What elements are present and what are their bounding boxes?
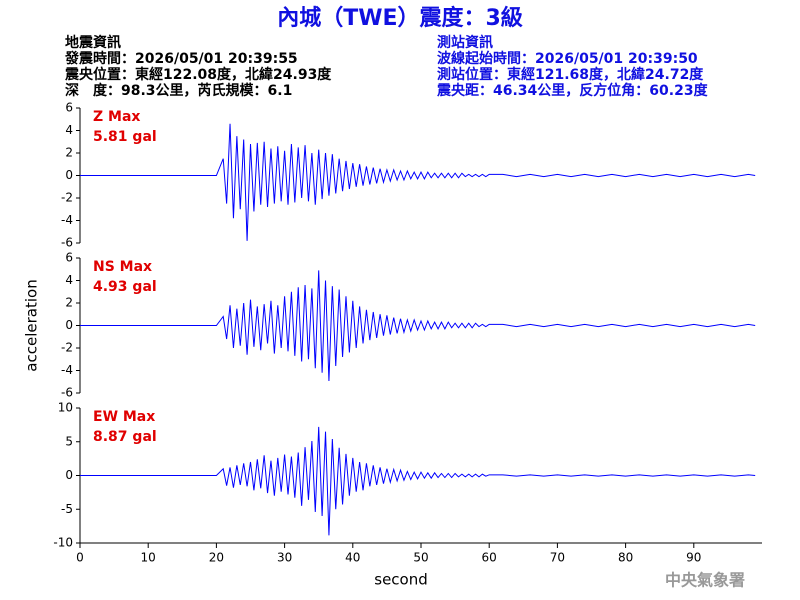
info-line: 震央距：46.34公里，反方位角：60.23度 bbox=[436, 82, 709, 99]
x-tick-label: 0 bbox=[76, 551, 84, 565]
y-tick-label: 4 bbox=[65, 273, 73, 287]
annotation: 4.93 gal bbox=[93, 279, 157, 295]
x-tick-label: 90 bbox=[686, 551, 701, 565]
y-tick-label: 10 bbox=[58, 401, 73, 415]
station-info: 測站資訊 波線起始時間：2026/05/01 20:39:50 測站位置：東經1… bbox=[436, 34, 709, 99]
y-tick-label: -2 bbox=[61, 191, 73, 205]
x-axis-label: second bbox=[374, 571, 428, 589]
footer: 中央氣象署 bbox=[665, 571, 745, 590]
y-tick-label: 0 bbox=[65, 168, 73, 182]
y-tick-label: 6 bbox=[65, 101, 73, 115]
x-tick-label: 30 bbox=[277, 551, 292, 565]
info-line: 震央位置：東經122.08度，北緯24.93度 bbox=[64, 66, 332, 83]
annotation: NS Max bbox=[93, 259, 152, 275]
x-tick-label: 60 bbox=[482, 551, 497, 565]
event-info: 地震資訊 發震時間：2026/05/01 20:39:55 震央位置：東經122… bbox=[64, 34, 332, 99]
y-tick-label: -6 bbox=[61, 236, 73, 250]
x-tick-label: 10 bbox=[141, 551, 156, 565]
y-tick-label: 2 bbox=[65, 296, 73, 310]
annotation: 5.81 gal bbox=[93, 129, 157, 145]
y-tick-label: 4 bbox=[65, 123, 73, 137]
y-tick-label: 0 bbox=[65, 468, 73, 482]
info-line: 深 度：98.3公里，芮氏規模：6.1 bbox=[65, 82, 292, 99]
annotation: 8.87 gal bbox=[93, 429, 157, 445]
y-tick-label: 0 bbox=[65, 318, 73, 332]
info-line: 地震資訊 bbox=[65, 34, 121, 51]
x-tick-label: 40 bbox=[345, 551, 360, 565]
info-line: 測站資訊 bbox=[437, 34, 493, 51]
y-tick-label: -4 bbox=[61, 213, 73, 227]
info-line: 發震時間：2026/05/01 20:39:55 bbox=[64, 50, 298, 67]
chart-title: 內城（TWE）震度：3級 bbox=[277, 5, 523, 31]
waveform bbox=[80, 123, 756, 241]
x-tick-label: 20 bbox=[209, 551, 224, 565]
y-tick-label: -4 bbox=[61, 363, 73, 377]
x-tick-label: 50 bbox=[413, 551, 428, 565]
y-tick-label: -10 bbox=[53, 536, 73, 550]
info-line: 波線起始時間：2026/05/01 20:39:50 bbox=[437, 50, 698, 67]
y-tick-label: -2 bbox=[61, 341, 73, 355]
y-tick-label: 2 bbox=[65, 146, 73, 160]
waveform bbox=[80, 270, 756, 381]
waveform bbox=[80, 426, 756, 536]
info-line: 測站位置：東經121.68度，北緯24.72度 bbox=[437, 66, 704, 83]
annotation: EW Max bbox=[93, 409, 155, 425]
y-tick-label: 5 bbox=[65, 434, 73, 448]
y-tick-label: -6 bbox=[61, 386, 73, 400]
annotation: Z Max bbox=[93, 109, 140, 125]
y-tick-label: 6 bbox=[65, 251, 73, 265]
y-axis-label: acceleration bbox=[23, 279, 41, 371]
x-tick-label: 80 bbox=[618, 551, 633, 565]
y-tick-label: -5 bbox=[61, 502, 73, 516]
x-tick-label: 70 bbox=[550, 551, 565, 565]
